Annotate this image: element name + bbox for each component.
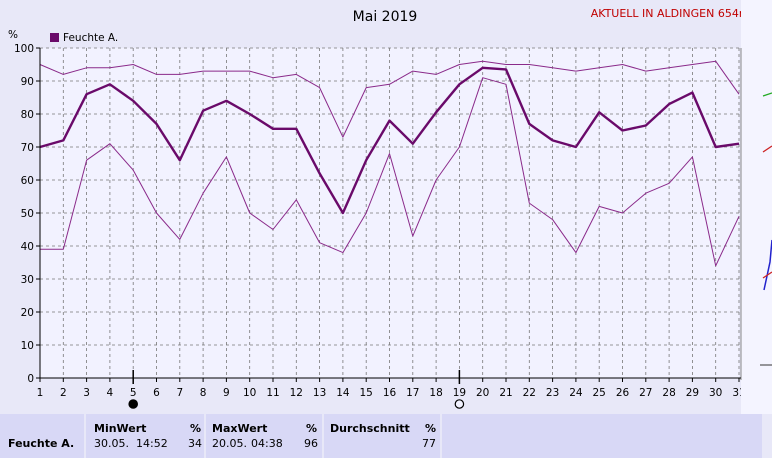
x-tick-label: 5 [130, 387, 137, 399]
y-tick-label: 100 [14, 43, 34, 55]
y-ticks: 0 10 20 30 40 50 60 70 80 90 100 [14, 43, 40, 385]
moon-phase-markers [128, 370, 465, 409]
max-header: MaxWert [212, 422, 268, 435]
y-tick-label: 20 [21, 307, 34, 319]
min-time: 14:52 [136, 437, 168, 450]
x-tick-label: 14 [336, 387, 350, 399]
x-tick-label: 30 [709, 387, 722, 399]
min-header: MinWert [94, 422, 147, 435]
x-tick-label: 2 [60, 387, 67, 399]
adjacent-blue-trace [763, 239, 772, 291]
x-tick-label: 13 [313, 387, 326, 399]
x-tick-label: 8 [200, 387, 207, 399]
series-group [39, 60, 740, 267]
y-tick-label: 70 [21, 142, 34, 154]
max-date: 20.05. [212, 437, 247, 450]
x-tick-label: 6 [153, 387, 160, 399]
x-tick-label: 24 [569, 387, 583, 399]
x-tick-label: 21 [499, 387, 512, 399]
new-moon-icon [128, 399, 138, 409]
x-tick-label: 17 [406, 387, 419, 399]
min-date: 30.05. [94, 437, 129, 450]
stats-row-label: Feuchte A. [8, 437, 75, 450]
x-tick-label: 4 [107, 387, 114, 399]
y-tick-label: 0 [27, 373, 34, 385]
x-tick-label: 15 [360, 387, 373, 399]
x-tick-label: 20 [476, 387, 489, 399]
y-tick-label: 50 [21, 208, 34, 220]
avg-unit: % [425, 422, 437, 435]
x-tick-label: 29 [686, 387, 699, 399]
legend-label: Feuchte A. [63, 32, 118, 44]
avg-header: Durchschnitt [330, 422, 410, 435]
stats-label-cell: Feuchte A. [0, 414, 84, 458]
y-tick-label: 80 [21, 109, 34, 121]
y-tick-label: 90 [21, 76, 34, 88]
x-tick-label: 9 [223, 387, 230, 399]
full-moon-icon [454, 399, 465, 409]
max-unit: % [306, 422, 318, 435]
x-tick-label: 16 [383, 387, 397, 399]
x-tick-label: 27 [639, 387, 652, 399]
y-tick-label: 60 [21, 175, 34, 187]
stats-panel: Feuchte A. MinWert % 30.05. 14:52 34 Max… [0, 414, 772, 458]
legend-swatch [50, 33, 59, 42]
x-tick-label: 28 [662, 387, 675, 399]
avg-value: 77 [422, 437, 436, 450]
series-line-min [40, 77, 740, 267]
series-line-mean [39, 66, 740, 215]
y-tick-label: 40 [21, 241, 34, 253]
x-ticks: 1 2 3 4 5 6 7 8 9 10 11 12 13 14 15 16 17 18 19 20 21 22 23 24 2… [37, 378, 746, 399]
x-tick-label: 22 [523, 387, 536, 399]
humidity-chart: Mai 2019 AKTUELL IN ALDINGEN 654mNN % 01… [8, 0, 772, 414]
x-tick-label: 19 [453, 387, 466, 399]
stats-avg-cell: Durchschnitt % 77 [324, 414, 440, 458]
y-tick-label: 30 [21, 274, 34, 286]
x-tick-label: 23 [546, 387, 559, 399]
x-tick-label: 7 [176, 387, 183, 399]
x-tick-label: 11 [266, 387, 279, 399]
x-tick-label: 3 [83, 387, 90, 399]
x-tick-label: 18 [429, 387, 442, 399]
y-tick-label: 10 [21, 340, 34, 352]
x-tick-label: 25 [593, 387, 606, 399]
chart-title: Mai 2019 [353, 9, 418, 25]
x-tick-label: 1 [37, 387, 44, 399]
x-tick-label: 26 [616, 387, 630, 399]
y-axis-unit: % [8, 29, 18, 41]
max-value: 96 [304, 437, 318, 450]
adjacent-panel [741, 0, 772, 414]
max-time: 04:38 [251, 437, 283, 450]
stats-min-cell: MinWert % 30.05. 14:52 34 [86, 414, 204, 458]
status-text: AKTUELL IN ALDINGEN 654mNN [591, 7, 766, 20]
stats-max-cell: MaxWert % 20.05. 04:38 96 [206, 414, 322, 458]
x-tick-label: 10 [243, 387, 256, 399]
adjacent-green-trace [762, 92, 772, 97]
min-unit: % [190, 422, 202, 435]
stats-empty-cell [442, 414, 762, 458]
series-line-max [39, 60, 740, 138]
adjacent-red-trace [762, 145, 772, 153]
adjacent-red-trace-2 [762, 271, 772, 279]
min-value: 34 [188, 437, 202, 450]
x-tick-label: 12 [290, 387, 303, 399]
